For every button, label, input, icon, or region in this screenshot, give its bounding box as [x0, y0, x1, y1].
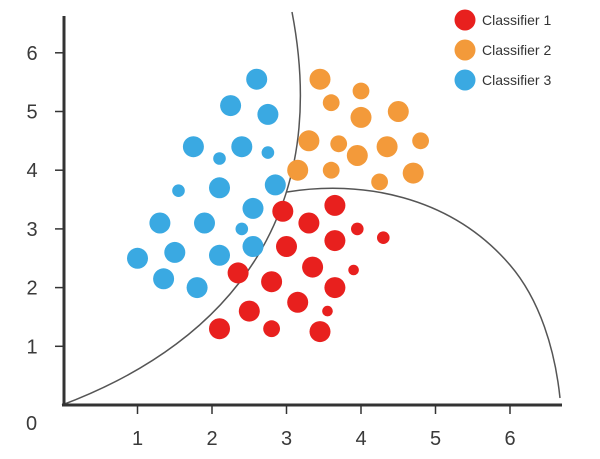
point-classifier-2-8	[376, 136, 398, 158]
point-classifier-3-19	[153, 268, 175, 290]
boundary-curve-left	[61, 11, 301, 406]
point-classifier-3-10	[264, 174, 286, 196]
legend-label-classifier-1: Classifier 1	[482, 12, 551, 28]
point-classifier-3-14	[235, 222, 249, 236]
point-classifier-3-12	[149, 212, 171, 234]
point-classifier-3-7	[213, 152, 226, 165]
point-classifier-3-11	[242, 197, 264, 219]
point-classifier-3-15	[127, 247, 148, 269]
point-classifier-2-6	[298, 130, 320, 152]
x-tick-label-3: 3	[281, 428, 292, 450]
x-tick-label-1: 1	[132, 428, 143, 450]
point-classifier-1-3	[324, 194, 346, 216]
point-classifier-1-9	[261, 271, 283, 293]
point-classifier-1-7	[324, 230, 346, 252]
decision-boundaries	[61, 11, 561, 406]
point-classifier-3-4	[182, 136, 204, 158]
point-classifier-2-10	[346, 145, 368, 166]
point-classifier-1-18	[309, 321, 331, 343]
x-ticks: 1 2 3 4 5 6	[132, 405, 516, 450]
y-tick-label-2: 2	[26, 278, 37, 300]
x-tick-label-2: 2	[206, 428, 217, 450]
data-points	[127, 68, 429, 343]
point-classifier-3-3	[257, 103, 279, 125]
point-classifier-1-14	[287, 291, 309, 313]
point-classifier-2-12	[322, 161, 340, 179]
point-classifier-1-8	[227, 262, 249, 284]
point-classifier-3-8	[172, 184, 185, 197]
point-classifier-1-16	[209, 318, 230, 340]
y-tick-label-5: 5	[26, 102, 37, 124]
point-classifier-2-5	[350, 106, 372, 128]
point-classifier-2-3	[322, 94, 340, 112]
point-classifier-1-2	[298, 212, 320, 234]
point-classifier-1-1	[272, 200, 294, 222]
legend-label-classifier-2: Classifier 2	[482, 42, 551, 58]
point-classifier-2-7	[330, 135, 348, 153]
point-classifier-1-12	[324, 277, 346, 299]
point-classifier-2-1	[309, 68, 331, 90]
point-classifier-3-1	[246, 68, 268, 90]
point-classifier-2-4	[387, 101, 409, 122]
y-tick-label-4: 4	[26, 160, 37, 182]
point-classifier-2-2	[352, 82, 370, 100]
point-classifier-1-10	[302, 256, 324, 278]
point-classifier-3-18	[242, 236, 264, 257]
point-classifier-1-11	[348, 264, 359, 276]
legend-label-classifier-3: Classifier 3	[482, 72, 551, 88]
point-classifier-3-20	[186, 277, 208, 299]
point-classifier-2-13	[371, 173, 388, 191]
legend: Classifier 1 Classifier 2 Classifier 3	[454, 9, 551, 91]
point-classifier-2-11	[287, 159, 309, 181]
legend-marker-classifier-2	[454, 39, 476, 61]
point-classifier-1-17	[263, 320, 280, 338]
legend-marker-classifier-3	[454, 69, 476, 91]
legend-marker-classifier-1	[454, 9, 476, 31]
point-classifier-3-5	[231, 136, 253, 158]
point-classifier-1-4	[351, 222, 364, 236]
point-classifier-3-9	[209, 177, 230, 199]
origin-label: 0	[26, 413, 37, 435]
y-tick-label-1: 1	[26, 336, 37, 358]
point-classifier-1-5	[377, 231, 390, 244]
point-classifier-1-6	[276, 236, 297, 257]
point-classifier-3-17	[209, 244, 230, 266]
x-tick-label-6: 6	[504, 428, 515, 450]
x-tick-label-4: 4	[355, 428, 366, 450]
point-classifier-1-13	[238, 300, 260, 322]
x-tick-label-5: 5	[430, 428, 441, 450]
axes: 0	[26, 16, 562, 435]
point-classifier-3-16	[164, 241, 186, 263]
boundary-curve-right	[286, 187, 561, 399]
y-tick-label-6: 6	[26, 43, 37, 65]
point-classifier-1-15	[322, 305, 333, 317]
point-classifier-3-2	[220, 95, 242, 117]
point-classifier-2-14	[402, 162, 424, 184]
point-classifier-2-9	[412, 132, 429, 150]
point-classifier-3-6	[261, 146, 275, 159]
point-classifier-3-13	[194, 212, 215, 234]
y-ticks: 1 2 3 4 5 6	[26, 43, 64, 358]
y-tick-label-3: 3	[26, 219, 37, 241]
